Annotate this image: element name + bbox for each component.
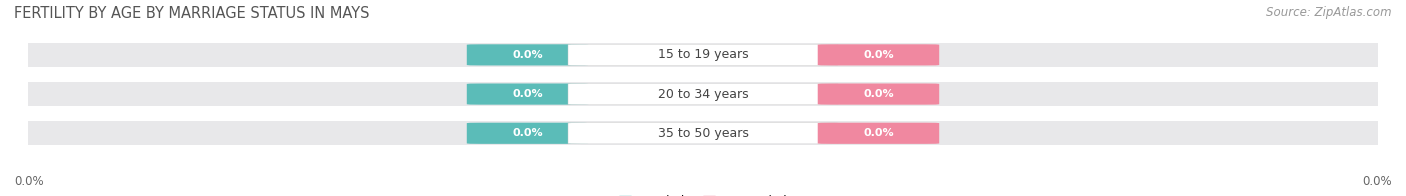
Bar: [28, 121, 1378, 145]
FancyBboxPatch shape: [818, 83, 939, 105]
Text: 0.0%: 0.0%: [512, 89, 543, 99]
Text: 0.0%: 0.0%: [512, 50, 543, 60]
FancyBboxPatch shape: [568, 83, 838, 105]
Bar: [28, 82, 1378, 106]
Text: 0.0%: 0.0%: [863, 128, 894, 138]
Text: Source: ZipAtlas.com: Source: ZipAtlas.com: [1267, 6, 1392, 19]
Text: 20 to 34 years: 20 to 34 years: [658, 88, 748, 101]
FancyBboxPatch shape: [467, 83, 588, 105]
Text: 0.0%: 0.0%: [1362, 175, 1392, 188]
Text: 0.0%: 0.0%: [512, 128, 543, 138]
Text: 0.0%: 0.0%: [14, 175, 44, 188]
Text: 0.0%: 0.0%: [863, 89, 894, 99]
FancyBboxPatch shape: [467, 123, 588, 144]
FancyBboxPatch shape: [467, 44, 588, 65]
FancyBboxPatch shape: [818, 123, 939, 144]
Text: 15 to 19 years: 15 to 19 years: [658, 48, 748, 61]
Bar: [28, 43, 1378, 67]
Text: 0.0%: 0.0%: [863, 50, 894, 60]
Legend: Married, Unmarried: Married, Unmarried: [619, 195, 787, 196]
Text: 35 to 50 years: 35 to 50 years: [658, 127, 748, 140]
FancyBboxPatch shape: [818, 44, 939, 65]
Text: FERTILITY BY AGE BY MARRIAGE STATUS IN MAYS: FERTILITY BY AGE BY MARRIAGE STATUS IN M…: [14, 6, 370, 21]
FancyBboxPatch shape: [568, 44, 838, 65]
FancyBboxPatch shape: [568, 123, 838, 144]
